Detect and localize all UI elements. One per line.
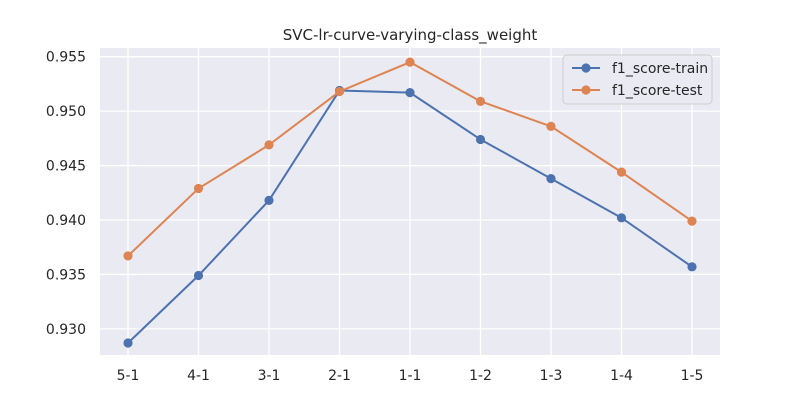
data-point [546,174,556,184]
x-tick-label: 3-1 [258,368,281,384]
x-tick-label: 2-1 [328,368,351,384]
legend: f1_score-train f1_score-test [562,54,713,105]
data-point [405,57,415,67]
data-point [264,195,274,206]
legend-label: f1_score-test [612,83,703,99]
data-point [687,262,697,272]
y-tick-label: 0.950 [46,104,86,120]
data-point [193,270,204,281]
data-point [616,167,627,177]
series-1 [123,57,697,261]
data-point [193,183,204,194]
chart-title: SVC-lr-curve-varying-class_weight [283,26,538,45]
data-point [123,338,133,348]
x-tick-label: 1-3 [540,368,563,384]
y-tick-label: 0.940 [46,213,86,229]
legend-label: f1_score-train [612,61,708,77]
data-point [475,96,486,106]
legend-box [562,54,713,105]
y-tick-label: 0.930 [46,322,86,338]
data-point [616,213,627,223]
y-tick-label: 0.935 [46,267,86,283]
legend-marker [581,85,591,95]
data-point [123,251,133,261]
x-tick-label: 1-2 [469,368,492,384]
data-point [405,88,415,98]
grid-lines [100,48,720,355]
data-point [334,86,345,97]
data-point [264,140,274,150]
x-axis-ticks: 5-1 4-1 3-1 2-1 1-1 1-2 1-3 1-4 1-5 [117,368,704,384]
x-tick-label: 5-1 [117,368,140,384]
y-tick-label: 0.955 [46,50,86,66]
x-tick-label: 1-4 [610,368,633,384]
x-tick-label: 1-1 [399,368,422,384]
data-point [475,134,486,145]
y-axis-ticks: 0.930 0.935 0.940 0.945 0.950 0.955 [46,50,86,338]
y-tick-label: 0.945 [46,159,86,175]
x-tick-label: 1-5 [681,368,704,384]
data-point [687,216,697,226]
legend-marker [581,63,591,73]
x-tick-label: 4-1 [187,368,210,384]
data-point [546,121,556,131]
series-layer [123,57,697,348]
